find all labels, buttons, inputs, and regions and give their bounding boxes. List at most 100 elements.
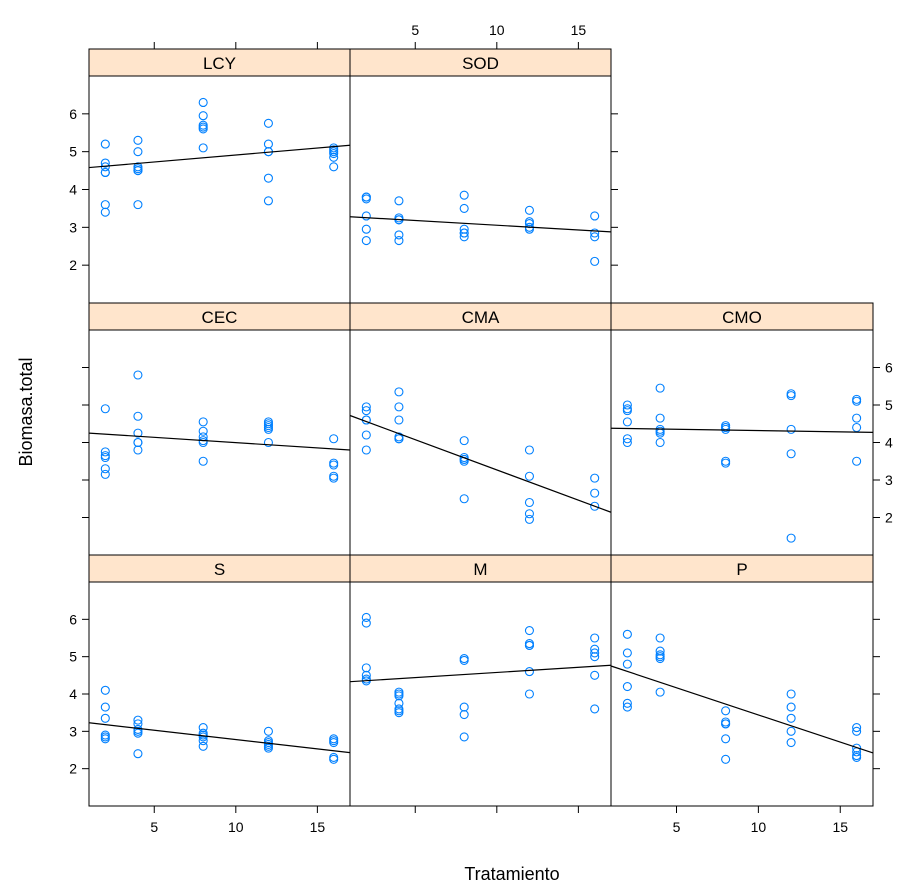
data-point [459,232,469,242]
data-point [459,203,469,213]
x-tick-label: 10 [489,22,505,38]
data-point [622,406,632,416]
data-point [590,473,600,483]
data-point [721,458,731,468]
panel-sod: SOD [349,48,612,304]
data-point [263,437,273,448]
data-point [394,387,404,397]
data-point [590,256,600,266]
data-point [100,713,110,723]
data-point [361,663,371,673]
data-point [361,430,371,440]
data-point [100,404,110,414]
panel-m: M [349,554,612,807]
data-point [524,497,534,508]
data-point [622,404,632,414]
data-point [590,232,600,242]
data-point [100,452,110,463]
data-point [361,612,371,623]
panel-frame [349,75,612,304]
data-point [329,458,339,468]
panel-cma: CMA [349,302,612,556]
data-point [786,726,796,736]
data-point [133,428,143,438]
data-point [852,413,862,423]
data-point [100,158,110,168]
data-point [133,749,143,759]
data-point [361,194,371,204]
data-point [459,494,469,504]
data-point [100,469,110,479]
data-point [786,391,796,401]
data-point [394,402,404,412]
data-point [329,471,339,481]
y-tick-label: 5 [69,649,77,665]
data-point [786,689,796,699]
data-point [100,207,110,217]
panel-cmo: CMO [610,302,874,556]
data-point [198,437,208,448]
fit-line [88,144,351,169]
data-point [263,196,273,206]
data-point [329,434,339,444]
data-point [721,717,731,727]
strip-label-p: P [736,560,747,579]
data-point [786,424,796,434]
data-point [198,97,208,108]
data-point [361,406,371,416]
data-point [329,145,339,155]
data-point [524,445,534,455]
data-point [198,741,208,751]
data-point [852,723,862,733]
data-point [394,706,404,716]
data-point [133,370,143,380]
data-point [198,122,208,132]
data-point [786,533,796,543]
panel-frame [610,581,874,807]
y-tick-label: 5 [885,397,893,413]
data-point [524,509,534,519]
data-point [263,118,273,128]
y-tick-label: 4 [69,182,77,198]
y-tick-label: 3 [69,219,77,235]
data-point [100,685,110,695]
strip-label-cma: CMA [462,308,500,327]
data-point [394,689,404,699]
x-tick-label: 10 [228,819,244,835]
data-point [721,734,731,744]
data-point [329,737,339,748]
data-point [459,732,469,742]
x-tick-label: 10 [751,819,767,835]
data-point [721,719,731,729]
data-point [198,736,208,746]
panel-p: P [610,554,874,807]
data-point [263,424,273,434]
data-point [524,224,534,234]
x-tick-label: 5 [411,22,419,38]
x-axis-label: Tratamiento [464,864,559,884]
data-point [622,648,632,658]
data-point [786,737,796,748]
y-tick-label: 6 [885,360,893,376]
fit-line [88,432,351,451]
panel-frame [610,329,874,556]
data-point [590,488,600,498]
data-point [524,639,534,649]
data-point [329,752,339,763]
data-point [394,196,404,206]
data-point [524,514,534,524]
data-point [133,147,143,157]
data-point [133,166,143,176]
y-tick-label: 4 [69,686,77,702]
data-point [655,653,665,664]
data-point [198,143,208,153]
data-point [329,162,339,172]
data-point [198,417,208,427]
data-point [459,228,469,238]
data-point [394,230,404,240]
data-point [329,736,339,746]
data-point [100,702,110,712]
data-point [852,422,862,433]
data-point [133,437,143,448]
y-axis-label: Biomasa.total [16,357,36,466]
